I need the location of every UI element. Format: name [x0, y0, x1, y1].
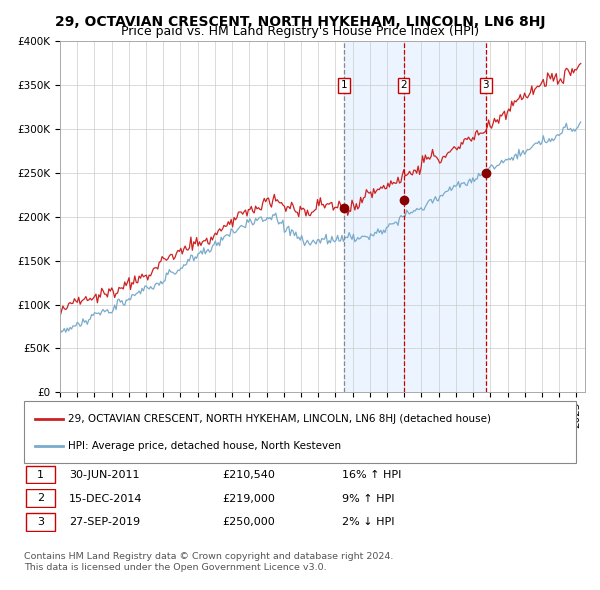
- FancyBboxPatch shape: [26, 513, 55, 530]
- Text: 30-JUN-2011: 30-JUN-2011: [69, 470, 139, 480]
- Text: £210,540: £210,540: [222, 470, 275, 480]
- Text: HPI: Average price, detached house, North Kesteven: HPI: Average price, detached house, Nort…: [68, 441, 341, 451]
- Text: 3: 3: [37, 517, 44, 527]
- Text: £219,000: £219,000: [222, 494, 275, 503]
- Text: 3: 3: [482, 80, 489, 90]
- Text: 2% ↓ HPI: 2% ↓ HPI: [342, 517, 395, 527]
- Text: 9% ↑ HPI: 9% ↑ HPI: [342, 494, 395, 503]
- Text: Price paid vs. HM Land Registry's House Price Index (HPI): Price paid vs. HM Land Registry's House …: [121, 25, 479, 38]
- Text: 15-DEC-2014: 15-DEC-2014: [69, 494, 143, 503]
- Text: 27-SEP-2019: 27-SEP-2019: [69, 517, 140, 527]
- Text: 1: 1: [37, 470, 44, 480]
- Text: 29, OCTAVIAN CRESCENT, NORTH HYKEHAM, LINCOLN, LN6 8HJ: 29, OCTAVIAN CRESCENT, NORTH HYKEHAM, LI…: [55, 15, 545, 29]
- Text: 2: 2: [400, 80, 407, 90]
- Bar: [344, 41, 486, 392]
- FancyBboxPatch shape: [24, 401, 576, 463]
- Text: Contains HM Land Registry data © Crown copyright and database right 2024.
This d: Contains HM Land Registry data © Crown c…: [24, 552, 394, 572]
- FancyBboxPatch shape: [26, 466, 55, 483]
- Text: £250,000: £250,000: [222, 517, 275, 527]
- Text: 1: 1: [341, 80, 347, 90]
- Text: 29, OCTAVIAN CRESCENT, NORTH HYKEHAM, LINCOLN, LN6 8HJ (detached house): 29, OCTAVIAN CRESCENT, NORTH HYKEHAM, LI…: [68, 414, 491, 424]
- Text: 2: 2: [37, 493, 44, 503]
- FancyBboxPatch shape: [26, 490, 55, 507]
- Text: 16% ↑ HPI: 16% ↑ HPI: [342, 470, 401, 480]
